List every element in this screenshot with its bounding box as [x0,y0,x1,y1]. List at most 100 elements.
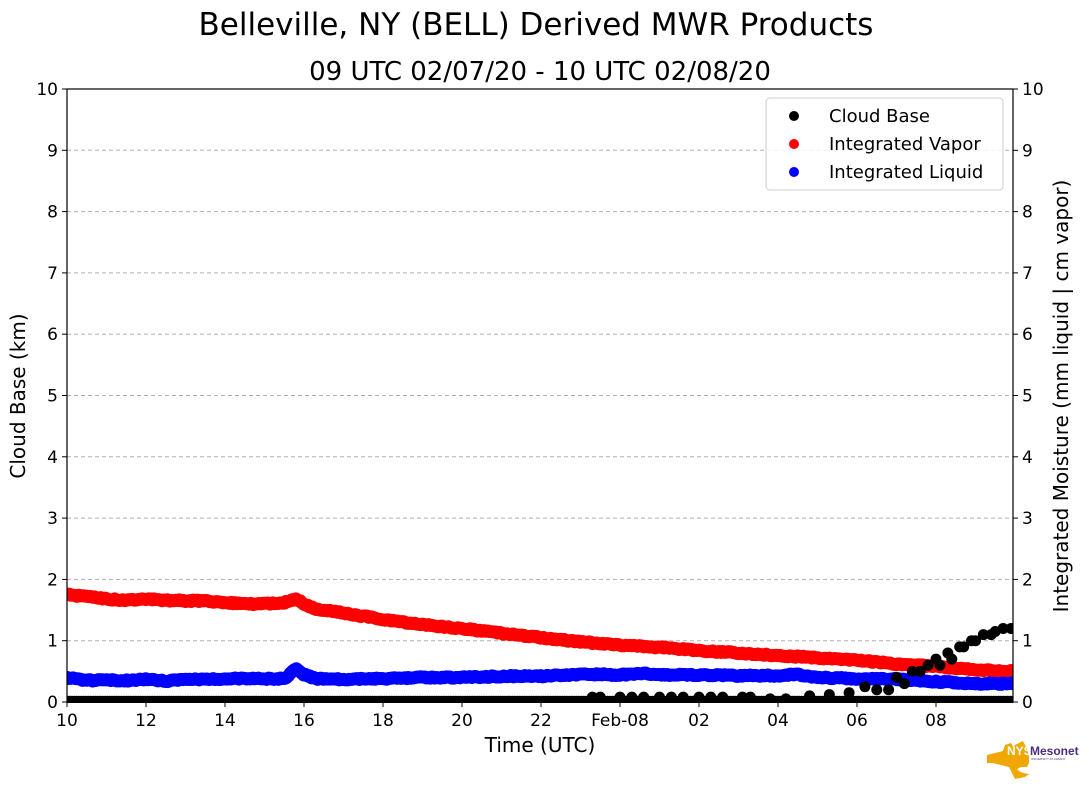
integrated-liquid-point [1054,680,1067,693]
integrated-liquid-point [1020,678,1033,691]
integrated-vapor-point [1070,666,1083,679]
cloud-base-point [1043,696,1053,706]
integrated-vapor-point [1038,664,1051,677]
cloud-base-point [694,692,705,703]
legend-marker-integrated-liquid [789,167,799,177]
integrated-liquid-point [1083,684,1089,697]
x-tick-label: 06 [846,711,868,731]
cloud-base-point [1055,696,1065,706]
integrated-liquid-point [1034,678,1047,691]
integrated-liquid-point [1052,680,1065,693]
logo-nys-text: NYS [1007,744,1032,758]
integrated-liquid-point [1036,679,1049,692]
x-tick-label: 16 [293,711,315,731]
integrated-vapor-point [1032,665,1045,678]
cloud-base-point [1085,611,1089,622]
y-right-tick-label: 3 [1022,509,1033,529]
cloud-base-point [1083,696,1089,706]
y-left-tick-label: 0 [47,693,58,713]
integrated-vapor-point [1016,665,1029,678]
integrated-liquid-point [1016,678,1029,691]
integrated-liquid-point [1046,680,1059,693]
nys-mesonet-logo: NYS Mesonet UNIVERSITY AT ALBANY [987,741,1079,779]
chart-subtitle: 09 UTC 02/07/20 - 10 UTC 02/08/20 [309,57,771,87]
cloud-base-point [1081,623,1089,634]
integrated-vapor-point [1040,665,1053,678]
cloud-base-point [595,692,606,703]
integrated-vapor-point [1018,664,1031,677]
cloud-base-point [615,692,626,703]
integrated-vapor-point [1064,665,1077,678]
integrated-liquid-point [1027,679,1040,692]
integrated-liquid-point [1058,681,1071,694]
cloud-base-point [1079,696,1089,706]
integrated-liquid-point [1071,682,1084,695]
integrated-liquid-point [1014,677,1027,690]
cloud-base-point [745,692,756,703]
integrated-vapor-point [1042,664,1055,677]
y-right-tick-label: 4 [1022,448,1033,468]
grid-lines [67,150,1013,640]
cloud-base-point [638,692,649,703]
integrated-vapor-point [1081,666,1089,679]
cloud-base-point [1057,696,1067,706]
integrated-liquid-point [1082,682,1089,695]
integrated-liquid-point [1030,679,1043,692]
cloud-base-point [1060,696,1070,706]
cloud-base-point [1076,696,1086,706]
y-left-tick-label: 2 [47,570,58,590]
y-left-tick-label: 10 [36,80,58,100]
cloud-base-point [1048,696,1058,706]
x-tick-label: 08 [925,711,947,731]
y-axis-right-label: Integrated Moisture (mm liquid | cm vapo… [1049,180,1073,613]
integrated-liquid-point [1009,676,1022,689]
integrated-liquid-point [1044,680,1057,693]
legend-label-integrated-vapor: Integrated Vapor [829,134,981,155]
cloud-base-point [1038,696,1048,706]
x-axis-ticks: 10 12 14 16 18 20 22 Feb-08 02 04 06 08 [56,702,947,731]
cloud-base-point [1062,696,1072,706]
integrated-liquid-point [1042,679,1055,692]
cloud-base-point [844,687,855,698]
y-left-tick-label: 5 [47,387,58,407]
integrated-vapor-point [1054,665,1067,678]
integrated-vapor-point [1058,665,1071,678]
cloud-base-point [899,678,910,689]
integrated-vapor-point [1062,665,1075,678]
y-right-tick-label: 2 [1022,570,1033,590]
y-left-tick-label: 3 [47,509,58,529]
cloud-base-point [666,692,677,703]
integrated-vapor-point [1036,665,1049,678]
y-axis-right-ticks: 012345678910 [1013,80,1044,713]
logo-mesonet-text: Mesonet [1030,744,1079,758]
integrated-liquid-point [1079,683,1089,696]
cloud-base-point [1069,696,1079,706]
x-tick-label: Feb-08 [591,711,649,731]
y-right-tick-label: 9 [1022,141,1033,161]
cloud-base-point [780,693,791,704]
x-tick-label: 02 [688,711,710,731]
integrated-liquid-point [1040,679,1053,692]
cloud-base-point [1031,696,1041,706]
integrated-vapor-point [1056,664,1069,677]
legend: Cloud Base Integrated Vapor Integrated L… [766,98,1003,190]
integrated-vapor-point [1020,665,1033,678]
integrated-vapor-point [1022,665,1035,678]
legend-marker-integrated-vapor [789,139,799,149]
cloud-base-point [626,692,637,703]
cloud-base-point [1037,611,1048,622]
cloud-base-point [1067,696,1077,706]
cloud-base-point [1072,696,1082,706]
cloud-base-point [1081,696,1089,706]
integrated-vapor-point [1076,665,1089,678]
y-right-tick-label: 6 [1022,325,1033,345]
y-right-tick-label: 1 [1022,632,1033,652]
legend-label-cloud-base: Cloud Base [829,106,930,127]
integrated-vapor-point [1080,665,1089,678]
y-right-tick-label: 0 [1022,693,1033,713]
integrated-liquid-point [1070,682,1083,695]
x-tick-label: 14 [214,711,236,731]
integrated-vapor-point [1052,664,1065,677]
integrated-vapor-point [1048,666,1061,679]
integrated-liquid-point [1073,682,1086,695]
